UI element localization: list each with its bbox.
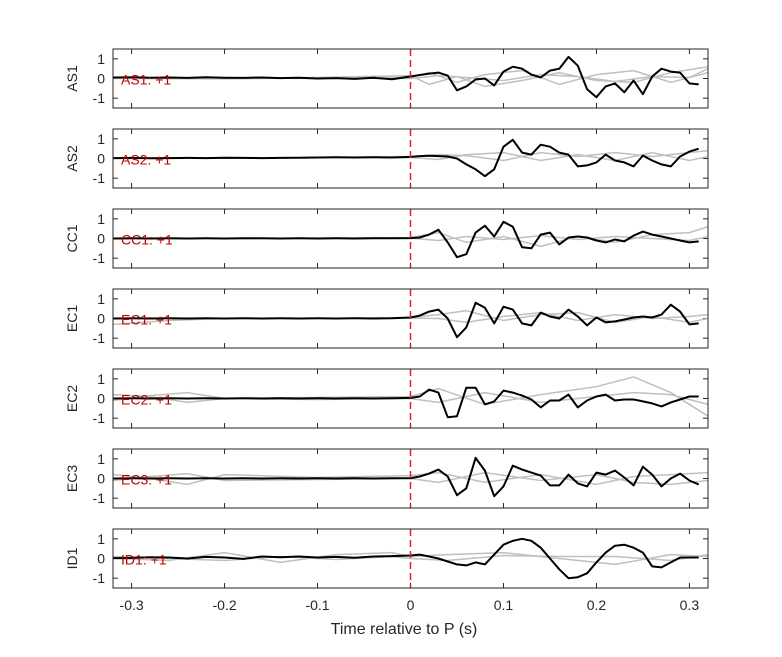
plot-area [113, 376, 708, 419]
plot-area [113, 301, 708, 339]
station-tag: ID1: +1 [121, 552, 167, 568]
x-tick-label: 0.3 [680, 597, 700, 613]
background-trace [113, 391, 708, 406]
panel-frame [112, 288, 709, 349]
primary-trace [113, 456, 700, 498]
plot-area [113, 55, 708, 99]
y-tick-label: 0 [97, 471, 105, 487]
x-axis: -0.3 -0.2 -0.1 0 0.1 0.2 0.3 [120, 597, 700, 613]
x-axis-label: Time relative to P (s) [331, 621, 478, 638]
primary-trace [113, 537, 699, 580]
y-tick-label: -1 [93, 170, 106, 186]
x-tick-label: -0.1 [305, 597, 329, 613]
background-trace [113, 471, 708, 486]
y-axis-label: EC1 [64, 305, 80, 332]
y-tick-label: 0 [97, 311, 105, 327]
panel-frame [112, 528, 709, 589]
y-tick-label: 1 [97, 531, 105, 547]
panel-as2: -1 0 1 AS2 AS2: +1 [64, 128, 709, 189]
primary-trace [113, 138, 699, 178]
panel-ec1: -1 0 1 EC1 EC1: +1 [64, 288, 709, 349]
x-tick-label: 0.1 [494, 597, 514, 613]
plot-area [113, 138, 708, 178]
y-tick-label: 1 [97, 51, 105, 67]
station-tag: EC3: +1 [121, 472, 172, 488]
y-axis-label: AS1 [64, 65, 80, 92]
panel-frame [112, 48, 709, 109]
y-tick-label: 0 [97, 551, 105, 567]
y-tick-label: -1 [93, 250, 106, 266]
station-tag: AS2: +1 [121, 152, 171, 168]
primary-trace [113, 55, 699, 99]
panel-as1: -1 0 1 AS1 AS1: +1 [64, 48, 709, 109]
y-tick-label: -1 [93, 90, 106, 106]
background-trace [113, 376, 708, 417]
y-tick-label: -1 [93, 490, 106, 506]
panel-frame [112, 208, 709, 269]
y-tick-label: 0 [97, 231, 105, 247]
panels-group: -1 0 1 AS1 AS1: +1 -1 0 1 AS2 AS2: +1 -1 0 1 CC1 CC1: … [64, 48, 709, 589]
primary-trace [113, 386, 699, 419]
y-axis-label: CC1 [64, 224, 80, 252]
panel-id1: -1 0 1 ID1 ID1: +1 [64, 528, 709, 589]
y-tick-label: 1 [97, 211, 105, 227]
y-axis-label: EC2 [64, 385, 80, 412]
y-tick-label: 0 [97, 391, 105, 407]
y-axis-label: AS2 [64, 145, 80, 172]
y-axis-label: EC3 [64, 465, 80, 492]
panel-frame [112, 368, 709, 429]
y-tick-label: -1 [93, 570, 106, 586]
y-tick-label: -1 [93, 330, 106, 346]
y-tick-label: 1 [97, 131, 105, 147]
station-tag: CC1: +1 [121, 232, 173, 248]
panel-cc1: -1 0 1 CC1 CC1: +1 [64, 208, 709, 269]
station-tag: EC1: +1 [121, 312, 172, 328]
primary-trace [113, 301, 699, 339]
station-tag: EC2: +1 [121, 392, 172, 408]
background-trace [113, 553, 708, 562]
plot-area [113, 220, 708, 259]
x-tick-label: 0 [407, 597, 415, 613]
panel-ec3: -1 0 1 EC3 EC3: +1 [64, 448, 709, 509]
primary-trace [113, 220, 699, 259]
plot-area [113, 456, 708, 498]
panel-frame [112, 128, 709, 189]
y-axis-label: ID1 [64, 547, 80, 569]
x-tick-label: -0.2 [213, 597, 237, 613]
y-tick-label: 1 [97, 291, 105, 307]
x-tick-label: -0.3 [120, 597, 144, 613]
y-tick-label: 0 [97, 151, 105, 167]
y-tick-label: 1 [97, 371, 105, 387]
y-tick-label: 0 [97, 71, 105, 87]
y-tick-label: 1 [97, 451, 105, 467]
background-trace [113, 471, 708, 486]
panel-ec2: -1 0 1 EC2 EC2: +1 [64, 368, 709, 429]
panel-frame [112, 448, 709, 509]
x-tick-label: 0.2 [587, 597, 607, 613]
station-tag: AS1: +1 [121, 72, 171, 88]
y-tick-label: -1 [93, 410, 106, 426]
